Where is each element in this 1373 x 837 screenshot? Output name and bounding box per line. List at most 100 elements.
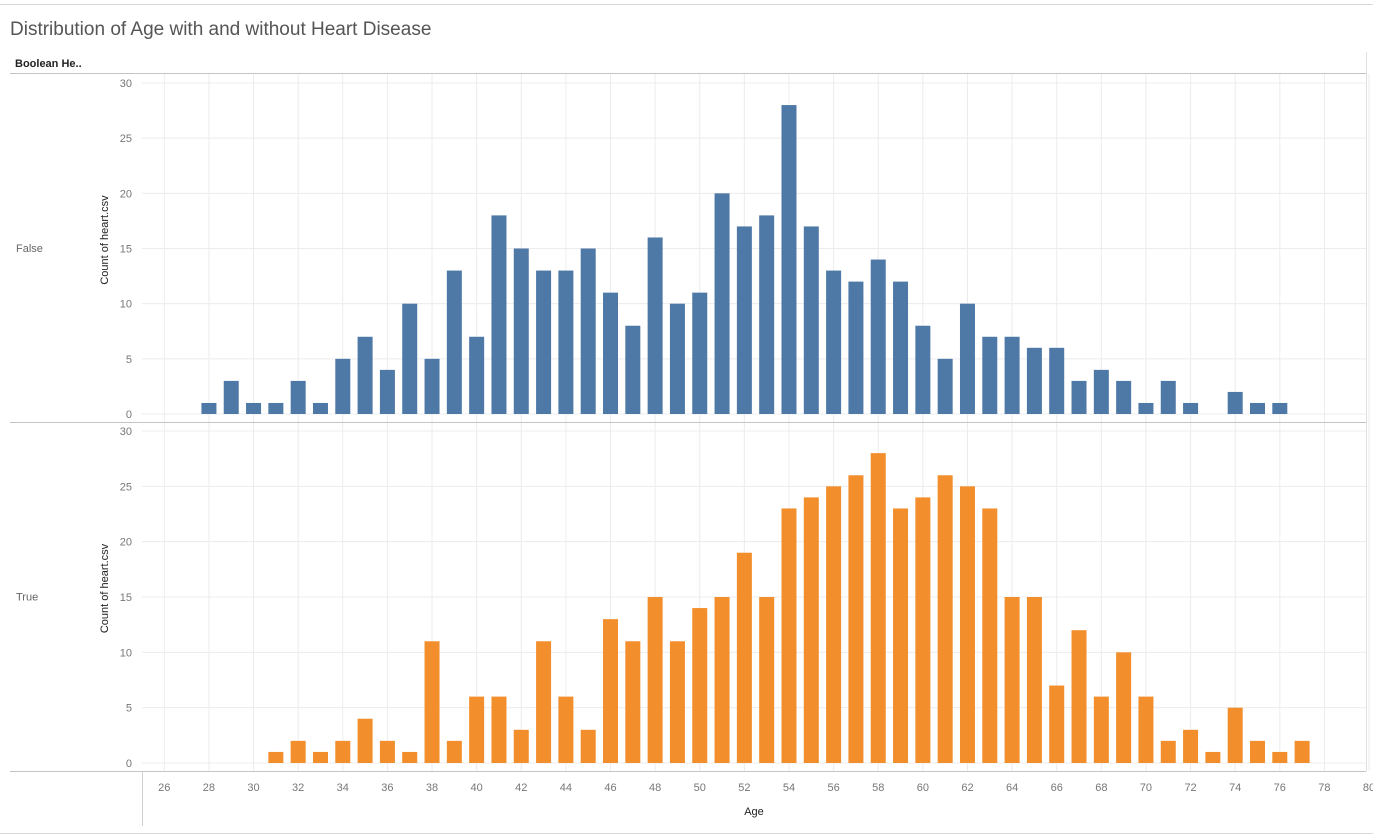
x-tick-label: 48 (649, 782, 661, 794)
x-tick-label: 66 (1051, 782, 1063, 794)
bar-false-age-39 (446, 270, 462, 414)
bar-true-age-50 (692, 608, 708, 763)
bar-true-age-61 (937, 475, 953, 763)
bar-false-age-75 (1250, 402, 1265, 414)
y-tick-label: 20 (120, 537, 132, 549)
bar-false-age-53 (759, 215, 775, 414)
bar-false-age-62 (959, 303, 975, 414)
bar-true-age-42 (513, 729, 529, 763)
y-tick-label: 30 (120, 426, 132, 438)
y-tick-label: 0 (126, 758, 132, 770)
bar-true-age-68 (1093, 696, 1109, 763)
bar-false-age-69 (1116, 380, 1132, 414)
bar-false-age-45 (580, 248, 596, 414)
bar-true-age-41 (491, 696, 507, 763)
bar-true-age-51 (714, 597, 730, 763)
bar-true-age-35 (357, 718, 373, 763)
x-tick-label: 72 (1184, 782, 1196, 794)
bar-true-age-62 (959, 486, 975, 763)
chart-title: Distribution of Age with and without Hea… (10, 19, 432, 40)
bar-false-age-41 (491, 215, 507, 414)
row-header-boolean[interactable]: Boolean He.. (15, 58, 82, 70)
bar-false-age-31 (268, 402, 284, 414)
top-divider (0, 4, 1373, 5)
bar-false-age-64 (1004, 336, 1020, 414)
bar-false-age-70 (1138, 402, 1154, 414)
y-tick-label: 5 (126, 354, 132, 366)
x-tick-label: 46 (604, 782, 616, 794)
x-tick-label: 62 (961, 782, 973, 794)
bar-false-age-33 (312, 402, 328, 414)
bar-false-age-36 (379, 369, 395, 414)
bar-true-age-40 (469, 696, 485, 763)
x-tick-label: 64 (1006, 782, 1018, 794)
y-tick-label: 10 (120, 299, 132, 311)
bar-true-age-45 (580, 729, 596, 763)
bar-false-age-55 (803, 226, 819, 414)
bar-false-age-67 (1071, 380, 1087, 414)
bar-false-age-76 (1272, 402, 1288, 414)
bar-true-age-60 (915, 497, 931, 763)
y-tick-label: 25 (120, 481, 132, 493)
bar-true-age-52 (736, 552, 752, 763)
x-tick-label: 44 (560, 782, 572, 794)
x-tick-label: 40 (471, 782, 483, 794)
y-tick-label: 15 (120, 244, 132, 256)
bar-false-age-34 (335, 358, 351, 414)
bar-false-age-72 (1183, 402, 1199, 414)
x-tick-label: 58 (872, 782, 884, 794)
bar-false-age-50 (692, 292, 708, 414)
bar-true-age-69 (1116, 652, 1132, 763)
bar-true-age-56 (826, 486, 842, 763)
y-tick-label: 0 (126, 409, 132, 421)
x-tick-label: 70 (1140, 782, 1152, 794)
x-tick-label: 50 (694, 782, 706, 794)
bar-false-age-51 (714, 193, 730, 414)
bar-true-age-34 (335, 740, 351, 763)
x-tick-label: 52 (738, 782, 750, 794)
y-tick-label: 30 (120, 78, 132, 90)
bar-false-age-37 (402, 303, 418, 414)
bar-false-age-44 (558, 270, 574, 414)
bar-true-age-73 (1205, 751, 1221, 763)
bar-true-age-46 (603, 619, 619, 763)
bar-true-age-55 (803, 497, 819, 763)
row-label-false: False (16, 243, 43, 255)
bar-true-age-48 (647, 597, 663, 763)
x-tick-label: 34 (337, 782, 349, 794)
bottom-divider (0, 833, 1373, 834)
bar-true-age-49 (669, 641, 685, 763)
x-tick-label: 68 (1095, 782, 1107, 794)
y-tick-label: 5 (126, 703, 132, 715)
bar-true-age-33 (312, 751, 328, 763)
bar-false-age-56 (826, 270, 842, 414)
bar-true-age-37 (402, 751, 418, 763)
bar-true-age-67 (1071, 630, 1087, 763)
bar-true-age-54 (781, 508, 797, 763)
bar-true-age-72 (1183, 729, 1199, 763)
x-tick-label: 60 (917, 782, 929, 794)
bar-true-age-65 (1026, 597, 1042, 763)
y-tick-label: 10 (120, 647, 132, 659)
bar-true-age-32 (290, 740, 306, 763)
bar-true-age-43 (536, 641, 552, 763)
bar-false-age-28 (201, 402, 217, 414)
bar-true-age-70 (1138, 696, 1154, 763)
bar-true-age-39 (446, 740, 462, 763)
x-tick-label: 42 (515, 782, 527, 794)
bar-false-age-66 (1049, 347, 1065, 414)
bar-true-age-53 (759, 597, 775, 763)
y-tick-label: 25 (120, 133, 132, 145)
bar-false-age-60 (915, 325, 931, 414)
x-tick-label: 56 (827, 782, 839, 794)
bar-false-age-35 (357, 336, 373, 414)
y-axis-title: Count of heart.csv (99, 543, 111, 633)
x-tick-label: 32 (292, 782, 304, 794)
bar-true-age-63 (982, 508, 998, 763)
bar-true-age-71 (1160, 740, 1176, 763)
y-tick-label: 20 (120, 188, 132, 200)
x-axis-title: Age (744, 806, 764, 818)
bar-false-age-71 (1160, 380, 1176, 414)
bar-false-age-38 (424, 358, 440, 414)
